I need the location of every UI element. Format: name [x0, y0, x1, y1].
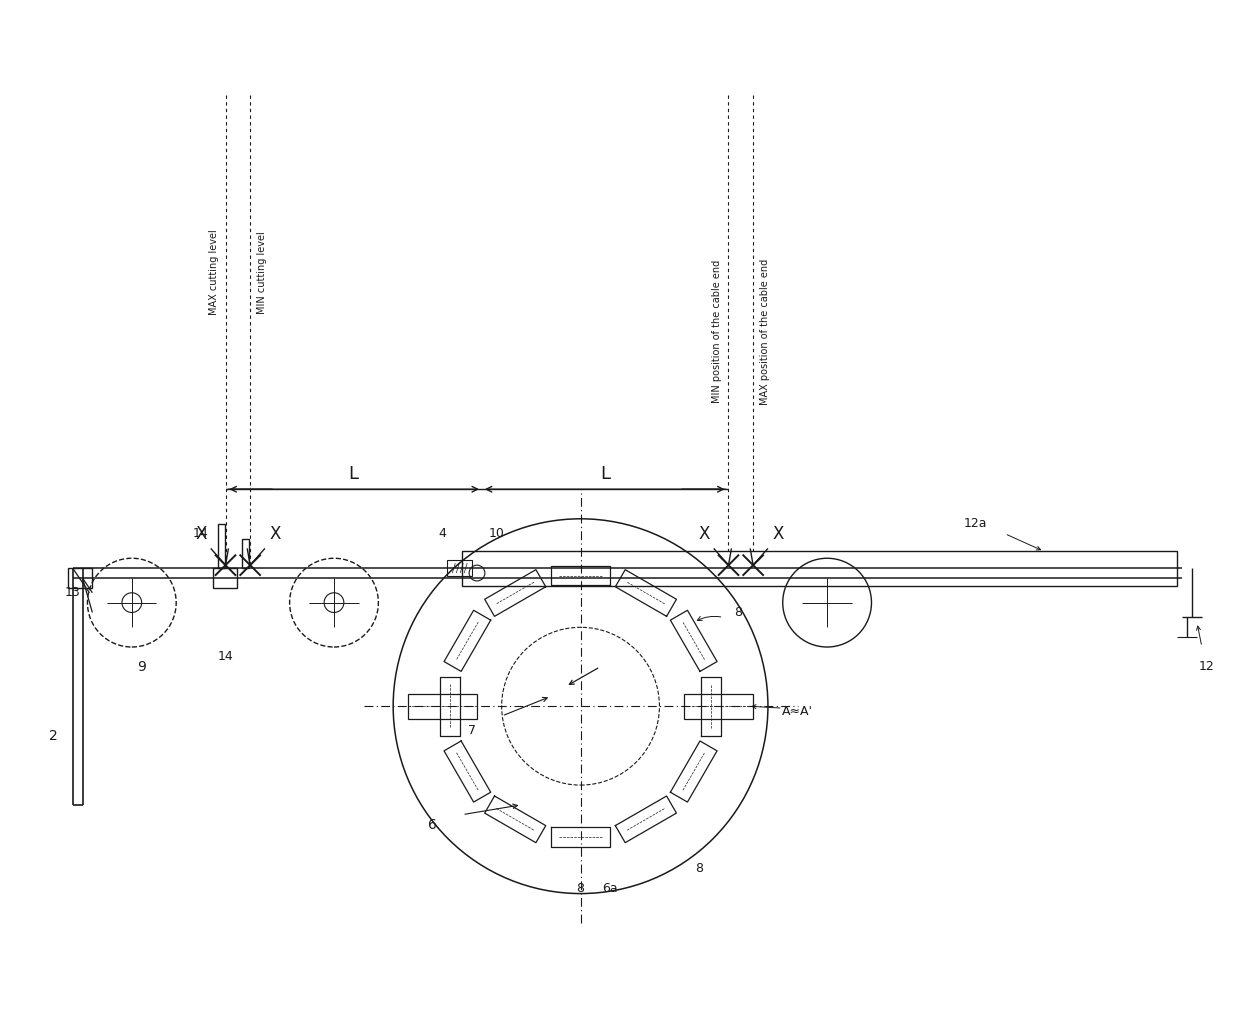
Bar — [242, 539, 249, 568]
Text: MIN position of the cable end: MIN position of the cable end — [712, 259, 722, 403]
Bar — [448, 560, 472, 576]
Text: MAX cutting level: MAX cutting level — [208, 229, 218, 315]
Text: 14: 14 — [218, 651, 233, 663]
Text: MIN cutting level: MIN cutting level — [257, 231, 267, 314]
Text: L: L — [600, 465, 610, 483]
Bar — [684, 694, 753, 718]
Bar — [213, 568, 237, 588]
Text: X: X — [269, 525, 280, 543]
Text: 9: 9 — [138, 660, 146, 674]
Text: 8: 8 — [694, 863, 703, 876]
Text: 2: 2 — [48, 728, 57, 743]
Text: 14: 14 — [193, 527, 208, 540]
Text: 6a: 6a — [603, 882, 618, 895]
Text: L: L — [348, 465, 358, 483]
Bar — [463, 551, 1177, 586]
Text: 7: 7 — [467, 724, 476, 738]
Text: 10: 10 — [489, 527, 505, 540]
Bar — [68, 568, 92, 588]
Text: 12a: 12a — [963, 518, 987, 531]
Text: X: X — [195, 525, 207, 543]
Text: 8: 8 — [734, 606, 743, 619]
Text: 12: 12 — [1199, 660, 1215, 673]
Text: A≈A': A≈A' — [782, 704, 813, 717]
Text: 4: 4 — [439, 527, 446, 540]
Text: MAX position of the cable end: MAX position of the cable end — [760, 258, 770, 405]
Text: 13: 13 — [64, 586, 81, 599]
Bar — [408, 694, 477, 718]
Bar — [217, 524, 224, 568]
Text: 6: 6 — [428, 817, 436, 831]
Text: X: X — [773, 525, 784, 543]
Text: X: X — [698, 525, 709, 543]
Text: 8: 8 — [577, 882, 584, 895]
